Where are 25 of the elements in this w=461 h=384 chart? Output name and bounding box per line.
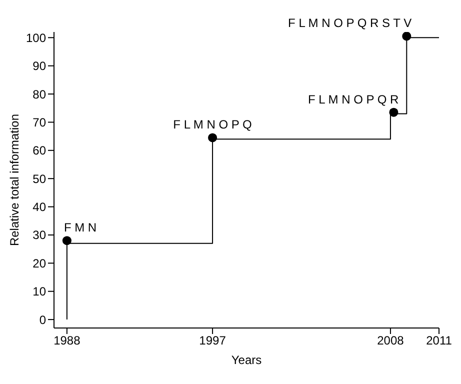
x-tick-label: 2008 xyxy=(377,334,404,348)
point xyxy=(208,133,218,142)
x-tick-label: 1997 xyxy=(199,334,226,348)
y-tick-label: 20 xyxy=(32,256,46,270)
y-tick-label: 70 xyxy=(32,115,46,130)
point xyxy=(389,108,398,117)
y-tick-label: 100 xyxy=(26,30,46,45)
y-tick-label: 90 xyxy=(32,59,46,74)
annotation: F L M N O P Q xyxy=(173,118,252,132)
x-axis-title: Years xyxy=(231,353,262,367)
y-tick-label: 80 xyxy=(32,87,46,102)
x-tick-label: 1988 xyxy=(54,334,81,348)
x-tick-label: 2011 xyxy=(426,334,452,348)
y-tick-label: 0 xyxy=(39,312,46,327)
y-tick-label: 30 xyxy=(32,228,46,242)
annotation: F L M N O P Q R xyxy=(308,92,400,106)
annotation: F L M N O P Q R S T V xyxy=(288,16,412,30)
point xyxy=(62,236,72,246)
y-tick-label: 40 xyxy=(32,200,46,214)
y-tick-label: 60 xyxy=(32,144,46,158)
y-tick-label: 50 xyxy=(32,172,46,186)
point xyxy=(402,32,412,41)
y-tick-label: 10 xyxy=(32,284,46,299)
y-axis-title: Relative total information xyxy=(7,114,22,246)
annotation: F M N xyxy=(64,220,97,235)
